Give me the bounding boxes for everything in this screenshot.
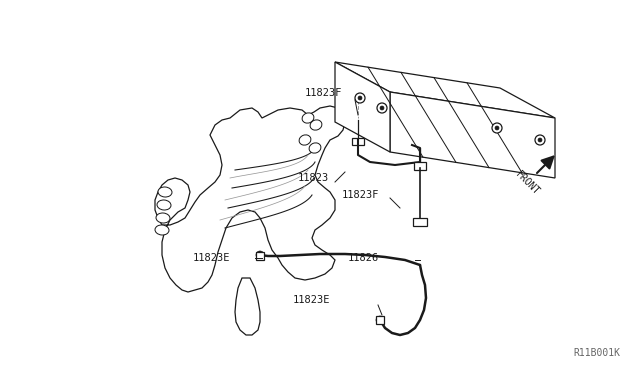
- Polygon shape: [414, 162, 426, 170]
- Polygon shape: [390, 92, 555, 178]
- Circle shape: [256, 251, 264, 259]
- Circle shape: [492, 123, 502, 133]
- Text: 11823: 11823: [298, 173, 329, 183]
- Ellipse shape: [156, 213, 170, 223]
- Circle shape: [538, 138, 542, 142]
- Circle shape: [535, 135, 545, 145]
- Circle shape: [495, 126, 499, 130]
- Ellipse shape: [302, 113, 314, 123]
- Text: 11823F: 11823F: [305, 88, 342, 98]
- Text: 11826: 11826: [348, 253, 380, 263]
- Polygon shape: [235, 278, 260, 335]
- Polygon shape: [376, 316, 384, 324]
- Polygon shape: [352, 138, 364, 145]
- Text: 11823E: 11823E: [293, 295, 330, 305]
- Polygon shape: [413, 218, 427, 226]
- Text: 11823F: 11823F: [342, 190, 380, 200]
- Ellipse shape: [309, 143, 321, 153]
- Circle shape: [355, 93, 365, 103]
- Text: FRONT: FRONT: [513, 169, 541, 197]
- Ellipse shape: [310, 120, 322, 130]
- Polygon shape: [256, 252, 264, 260]
- Polygon shape: [335, 62, 555, 118]
- Ellipse shape: [157, 200, 171, 210]
- Ellipse shape: [158, 187, 172, 197]
- Circle shape: [377, 103, 387, 113]
- Circle shape: [380, 106, 384, 110]
- Circle shape: [376, 316, 384, 324]
- Ellipse shape: [155, 225, 169, 235]
- Text: 11823E: 11823E: [193, 253, 230, 263]
- Ellipse shape: [299, 135, 311, 145]
- Polygon shape: [335, 62, 390, 152]
- Circle shape: [358, 96, 362, 100]
- Polygon shape: [155, 106, 345, 292]
- Text: R11B001K: R11B001K: [573, 348, 620, 358]
